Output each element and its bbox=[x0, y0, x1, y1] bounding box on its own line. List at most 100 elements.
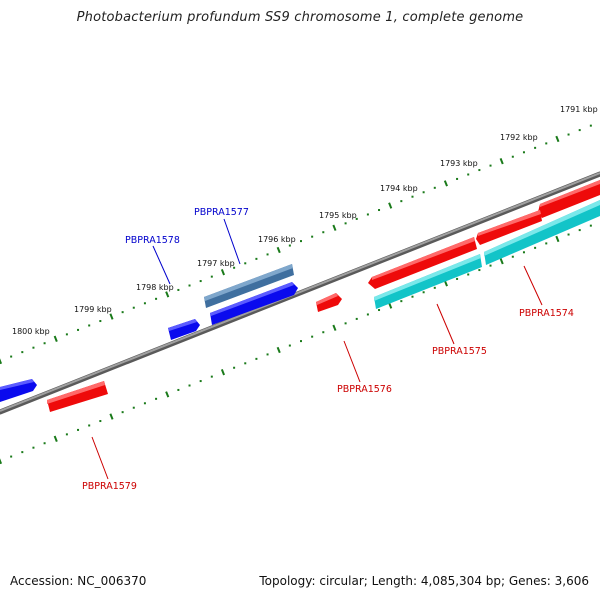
genome-summary-text: Topology: circular; Length: 4,085,304 bp… bbox=[259, 574, 589, 588]
inner-ring-major-tick bbox=[53, 435, 58, 442]
outer-ring-minor-tick bbox=[511, 155, 514, 158]
inner-ring-minor-tick bbox=[344, 322, 347, 325]
inner-ring-minor-tick bbox=[65, 433, 68, 436]
gene-labels: PBPRA1577 PBPRA1578 PBPRA1574 PBPRA1575 … bbox=[82, 207, 574, 492]
outer-ring-minor-tick bbox=[522, 151, 525, 154]
outer-ring-minor-tick bbox=[266, 253, 269, 256]
inner-ring-minor-tick bbox=[456, 277, 459, 280]
outer-ring-minor-tick bbox=[534, 146, 537, 149]
inner-ring-minor-tick bbox=[32, 446, 35, 449]
inner-ring-minor-tick bbox=[311, 335, 314, 338]
kbp-label-1793: 1793 kbp bbox=[440, 159, 478, 168]
outer-ring-minor-tick bbox=[233, 266, 236, 269]
inner-ring-minor-tick bbox=[21, 451, 24, 454]
outer-ring-major-tick bbox=[443, 180, 448, 187]
outer-ring-minor-tick bbox=[255, 257, 258, 260]
gene-label-pbpra1575[interactable]: PBPRA1575 bbox=[432, 346, 487, 357]
outer-ring-minor-tick bbox=[99, 320, 102, 323]
inner-ring-minor-tick bbox=[422, 291, 425, 294]
outer-ring-minor-tick bbox=[344, 222, 347, 225]
outer-ring-minor-tick bbox=[433, 186, 436, 189]
outer-ring-major-tick bbox=[555, 135, 560, 143]
inner-ring-major-tick bbox=[332, 324, 337, 331]
gene-left-edge-forward[interactable] bbox=[0, 379, 37, 402]
outer-ring-major-tick bbox=[499, 158, 504, 165]
kbp-label-1798: 1798 kbp bbox=[136, 283, 174, 292]
kbp-label-1800: 1800 kbp bbox=[12, 327, 50, 336]
outer-ring-major-tick bbox=[220, 269, 226, 276]
kbp-label-1797: 1797 kbp bbox=[197, 259, 235, 268]
outer-ring-minor-tick bbox=[210, 275, 213, 278]
inner-ring-minor-tick bbox=[10, 455, 13, 458]
outer-ring-minor-tick bbox=[121, 311, 124, 314]
reverse-genes bbox=[47, 180, 600, 412]
gene-label-pbpra1576[interactable]: PBPRA1576 bbox=[337, 384, 392, 395]
gene-label-pbpra1578[interactable]: PBPRA1578 bbox=[125, 235, 180, 246]
inner-ring-major-tick bbox=[388, 302, 393, 309]
inner-ring-minor-tick bbox=[155, 397, 158, 400]
outer-ring-minor-tick bbox=[589, 124, 592, 127]
gene-pbpra1577-highlight[interactable] bbox=[204, 264, 294, 308]
outer-ring-minor-tick bbox=[355, 217, 358, 220]
inner-ring-minor-tick bbox=[511, 255, 514, 258]
inner-ring-minor-tick bbox=[478, 269, 481, 272]
outer-ring-minor-tick bbox=[545, 142, 548, 145]
outer-tick-ring bbox=[0, 124, 592, 365]
gene-red-1[interactable] bbox=[538, 180, 600, 218]
inner-ring-major-tick bbox=[0, 458, 3, 465]
gene-red-3[interactable] bbox=[368, 237, 477, 289]
inner-ring-minor-tick bbox=[378, 309, 381, 312]
outer-ring-major-tick bbox=[332, 224, 337, 231]
outer-ring-minor-tick bbox=[456, 177, 459, 180]
outer-ring-minor-tick bbox=[299, 240, 302, 243]
gene-pbpra1575[interactable] bbox=[374, 254, 482, 309]
outer-ring-minor-tick bbox=[366, 213, 369, 216]
outer-ring-minor-tick bbox=[199, 280, 202, 283]
inner-ring-major-tick bbox=[220, 369, 226, 376]
outer-ring-minor-tick bbox=[578, 129, 581, 132]
inner-ring-minor-tick bbox=[545, 242, 548, 245]
outer-ring-major-tick bbox=[388, 202, 393, 209]
gene-pbpra1578[interactable] bbox=[168, 319, 200, 340]
map-title: Photobacterium profundum SS9 chromosome … bbox=[76, 10, 524, 25]
inner-ring-major-tick bbox=[499, 258, 504, 265]
gene-label-pbpra1579[interactable]: PBPRA1579 bbox=[82, 481, 137, 492]
outer-ring-minor-tick bbox=[10, 355, 13, 358]
gene-pbpra1579[interactable] bbox=[47, 381, 108, 412]
gene-pbpra1577[interactable] bbox=[210, 282, 298, 325]
outer-ring-minor-tick bbox=[311, 235, 314, 238]
inner-ring-major-tick bbox=[276, 346, 281, 354]
inner-ring-minor-tick bbox=[467, 273, 470, 276]
gene-label-pbpra1577[interactable]: PBPRA1577 bbox=[194, 207, 249, 218]
outer-ring-minor-tick bbox=[378, 209, 381, 212]
inner-ring-minor-tick bbox=[132, 406, 135, 409]
outer-ring-major-tick bbox=[53, 335, 58, 342]
outer-ring-minor-tick bbox=[43, 342, 46, 345]
outer-ring-major-tick bbox=[109, 313, 114, 320]
inner-ring-major-tick bbox=[555, 235, 560, 243]
inner-ring-minor-tick bbox=[489, 264, 492, 267]
outer-ring-minor-tick bbox=[411, 195, 414, 198]
inner-ring-minor-tick bbox=[355, 317, 358, 320]
kbp-label-1795: 1795 kbp bbox=[319, 211, 357, 220]
outer-ring-minor-tick bbox=[177, 288, 180, 291]
gene-red-2[interactable] bbox=[476, 210, 542, 245]
inner-ring-minor-tick bbox=[288, 344, 291, 347]
gene-pbpra1576[interactable] bbox=[316, 293, 342, 312]
inner-ring-minor-tick bbox=[578, 229, 581, 232]
kbp-label-1794: 1794 kbp bbox=[380, 184, 418, 193]
accession-text: Accession: NC_006370 bbox=[10, 574, 147, 588]
outer-ring-minor-tick bbox=[422, 191, 425, 194]
outer-ring-minor-tick bbox=[288, 244, 291, 247]
gene-pbpra1574[interactable] bbox=[484, 200, 600, 265]
inner-tick-ring bbox=[0, 224, 592, 465]
inner-ring-major-tick bbox=[165, 391, 170, 398]
gene-label-pbpra1574[interactable]: PBPRA1574 bbox=[519, 308, 574, 319]
inner-ring-minor-tick bbox=[322, 331, 325, 334]
inner-ring-minor-tick bbox=[143, 402, 146, 405]
outer-ring-minor-tick bbox=[489, 164, 492, 167]
outer-ring-minor-tick bbox=[132, 306, 135, 309]
outer-ring-minor-tick bbox=[88, 324, 91, 327]
inner-ring-minor-tick bbox=[77, 428, 80, 431]
